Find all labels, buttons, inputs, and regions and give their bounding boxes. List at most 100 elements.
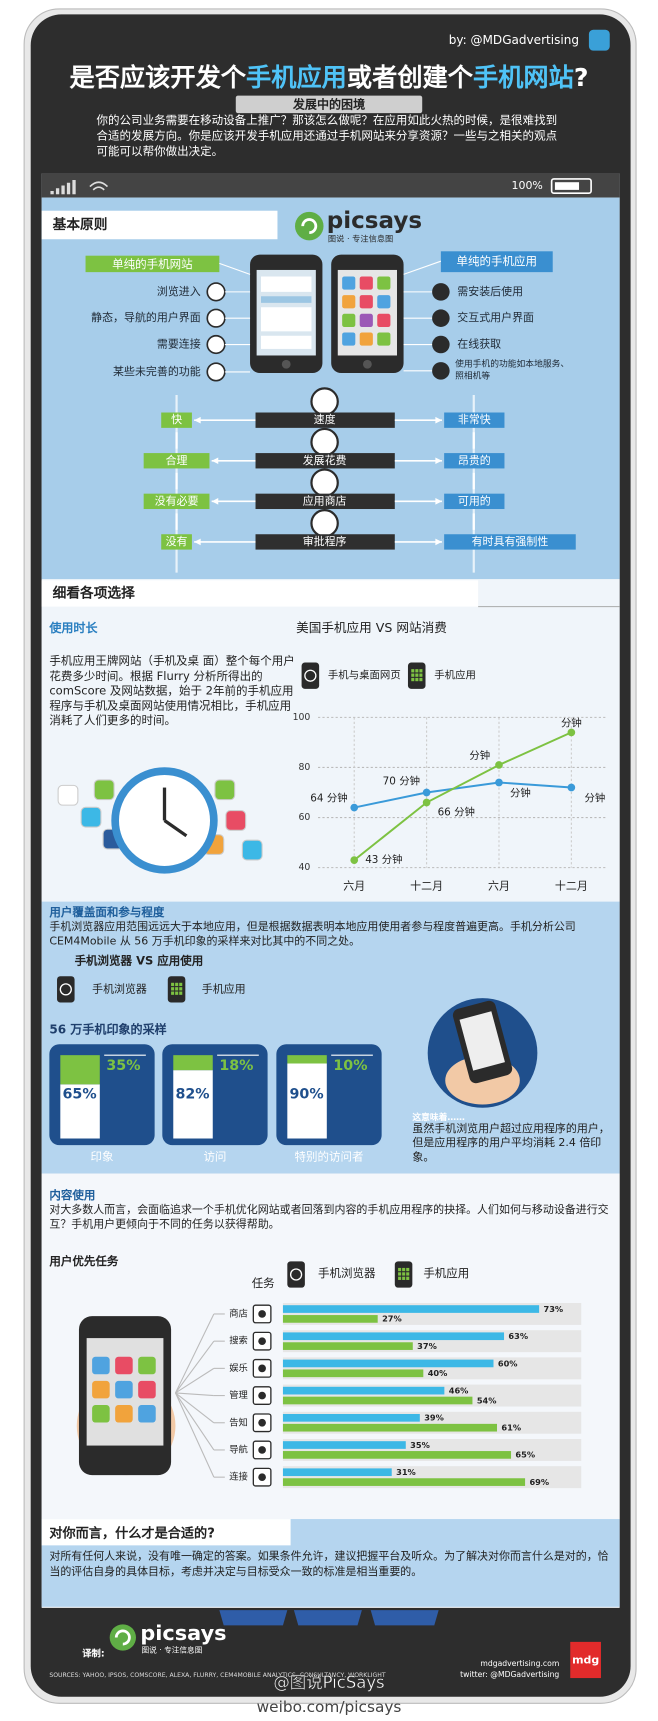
aspect: 发展花费 [303, 453, 347, 467]
arrow-head [194, 538, 201, 546]
data-label: 70 分钟 [383, 775, 420, 788]
x-tick-label: 印象 [90, 1150, 113, 1164]
bar [282, 1451, 512, 1459]
intro-box: 你的公司业务需要在移动设备上推广？那该怎么做呢？在应用如此火热的时候，是很难找到… [97, 114, 558, 158]
site: mdgadvertising.com [480, 1659, 559, 1668]
web-item-icon [206, 334, 226, 355]
sources: SOURCES: YAHOO, IPSOS, COMSCORE, ALEXA, … [49, 1672, 386, 1679]
bar [282, 1478, 526, 1486]
browser-icon-globe [59, 983, 72, 996]
note-box: 虽然手机浏览用户超过应用程序的用户，但是应用程序的用户平均消耗 2.4 倍印象。 [412, 1123, 609, 1164]
brand: mdg [572, 1654, 599, 1667]
data-point [495, 761, 503, 769]
axis-label: 任务 [252, 1276, 275, 1290]
app-item: 交互式用户界面 [457, 310, 534, 324]
series-line [353, 731, 572, 861]
app-tile [359, 276, 373, 290]
web-value: 没有 [166, 534, 188, 548]
arrow-head [435, 538, 442, 546]
y-tick-label: 连接 [229, 1471, 248, 1483]
bar-segment [173, 1070, 213, 1139]
web-item: 某些未完善的功能 [113, 364, 201, 378]
nav-button[interactable] [370, 1610, 439, 1626]
app-tile [138, 1380, 156, 1399]
task-icon-glyph [258, 1391, 266, 1400]
app-tile [377, 276, 391, 290]
data-point [567, 783, 576, 792]
arrow-head [435, 416, 442, 424]
app-tile [377, 295, 391, 309]
web-item-icon [206, 308, 226, 328]
phone-button [281, 359, 291, 369]
connector [174, 1392, 215, 1478]
logo-tagline: 图说 · 专注信息图 [141, 1645, 202, 1655]
legend-label: 手机与桌面网页 [328, 669, 401, 682]
twitter-icon [588, 29, 610, 51]
arrow-head [211, 457, 219, 465]
app-value: 可用的 [458, 493, 491, 507]
connector [175, 1367, 215, 1394]
app-tile [359, 313, 373, 327]
data-label: 分钟 [585, 791, 606, 804]
logo-mark [109, 1624, 136, 1651]
app-tile [342, 295, 356, 309]
aspect-icon [310, 427, 339, 457]
bar [282, 1386, 445, 1395]
data-point [567, 728, 576, 737]
value-label: 40% [428, 1368, 448, 1378]
task-icon-glyph [258, 1364, 266, 1373]
battery-fill [554, 182, 580, 190]
x-tick-label: 六月 [343, 879, 365, 892]
web-item: 需要连接 [157, 338, 201, 351]
y-tick-label: 管理 [229, 1389, 248, 1401]
title-part: 手机应用 [246, 63, 347, 92]
app-icon-cell [415, 673, 419, 677]
data-point [495, 778, 503, 787]
app-item-icon [432, 335, 450, 354]
web-item-icon [206, 282, 226, 302]
chart-title: 美国手机应用 VS 网站消费 [296, 620, 447, 635]
web-value-box [161, 534, 192, 550]
note-heading: 这意味着…… [412, 1111, 465, 1123]
app-bubble [57, 784, 79, 806]
data-label: 分钟 [561, 717, 582, 730]
browser-icon [301, 662, 320, 689]
chart-title: 56 万手机印象的采样 [49, 1021, 166, 1036]
app-item-icon [432, 362, 450, 380]
app-item: 需安装后使用 [457, 284, 523, 298]
x-tick-label: 访问 [203, 1150, 226, 1164]
app-tile [115, 1404, 133, 1423]
bar-segment [60, 1084, 100, 1139]
app-value-box [444, 534, 576, 550]
app-icon-cell [406, 1276, 410, 1280]
reach-text-box: 手机浏览器应用范围远远大于本地应用，但是根据数据表明本地应用使用者参与程度普遍更… [49, 921, 575, 947]
browser-icon-globe [289, 1268, 303, 1281]
bar-segment [287, 1055, 327, 1064]
app-title-box [440, 251, 553, 273]
twitter: twitter: @MDGadvertising [460, 1670, 559, 1679]
legend-label: 手机应用 [202, 981, 246, 995]
logo-swirl [301, 218, 318, 235]
y-tick-label: 80 [298, 762, 310, 773]
web-value-box [143, 453, 210, 469]
app-item-box: 使用手机的功能如本地服务、照相机等 [455, 359, 569, 381]
web-title-box [85, 255, 220, 273]
signal-bar [55, 188, 60, 195]
nav-button[interactable] [219, 1610, 288, 1626]
title-part: 是否应该开发个 [69, 63, 246, 92]
bar [282, 1315, 378, 1323]
bar [282, 1423, 498, 1432]
app-icon-cell [419, 673, 423, 677]
aspect-box [255, 453, 395, 469]
app-tile [342, 276, 356, 290]
app-tile [138, 1404, 156, 1423]
value-label: 10% [333, 1058, 367, 1074]
bar-segment [60, 1055, 100, 1085]
value-label: 31% [396, 1467, 416, 1477]
nav-button[interactable] [293, 1610, 362, 1626]
aspect: 速度 [314, 412, 336, 426]
app-tile [342, 313, 356, 327]
series-line [354, 781, 572, 809]
app-icon-cell [411, 677, 415, 682]
app-icon-cell [411, 669, 415, 673]
